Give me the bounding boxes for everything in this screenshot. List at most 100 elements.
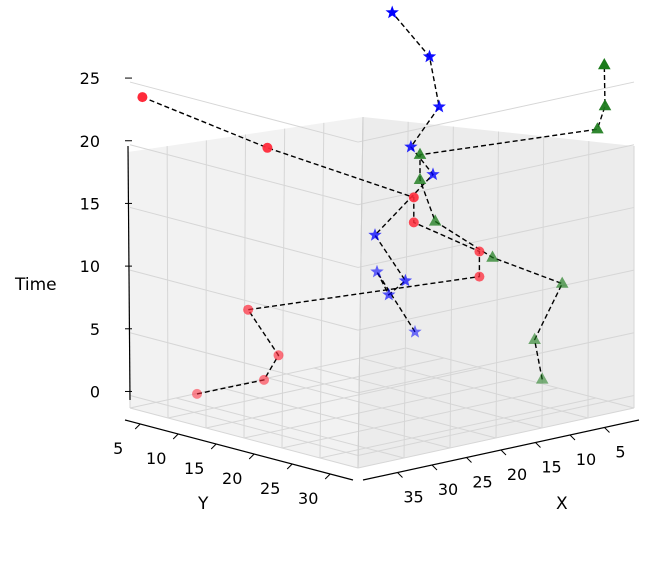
y-tick-label: 10 (146, 449, 166, 468)
star-marker (370, 264, 384, 278)
y-tick-label: 25 (260, 479, 280, 498)
y-tick-mark (134, 423, 141, 430)
y-tick-mark (210, 443, 217, 450)
triangle-marker (528, 332, 541, 344)
grid-line (129, 394, 359, 456)
triangle-marker (555, 276, 569, 288)
circle-marker (259, 374, 269, 385)
grid-line (449, 126, 454, 449)
grid-line (357, 144, 635, 206)
y-tick-label: 5 (113, 439, 123, 458)
chart-markers (137, 5, 612, 399)
circle-marker (408, 192, 419, 203)
grid-line (166, 146, 169, 419)
z-tick-label: 0 (90, 382, 100, 401)
trajectory-line (142, 96, 481, 395)
y-tick-mark (286, 463, 293, 470)
grid-line (129, 81, 359, 143)
circle-marker (262, 142, 273, 153)
left-wall-pane (128, 117, 363, 468)
circle-marker (192, 388, 202, 399)
x-tick-label: 25 (472, 473, 492, 492)
grid-line (129, 144, 359, 206)
pane-edge (357, 116, 364, 469)
x-tick-label: 5 (615, 443, 625, 462)
circle-marker (474, 246, 485, 257)
x-tick-mark (535, 442, 541, 448)
grid-line (129, 206, 359, 268)
star-marker (404, 139, 418, 153)
trajectory-line (419, 64, 606, 380)
grid-line (129, 269, 359, 331)
z-axis-label: Time (14, 275, 57, 295)
grid-line (357, 394, 635, 456)
star-marker (368, 228, 382, 241)
circle-marker (243, 304, 254, 315)
chart-grid (127, 81, 635, 469)
x-axis-label: X (556, 494, 568, 514)
grid-line (319, 122, 325, 459)
x-tick-mark (500, 449, 507, 456)
grid-line (357, 81, 635, 143)
y-tick-mark (324, 473, 331, 480)
x-tick-label: 30 (438, 480, 458, 499)
y-tick-label: 15 (184, 459, 204, 478)
triangle-marker (598, 58, 611, 70)
grid-line (357, 206, 635, 268)
grid-line (281, 128, 286, 449)
triangle-marker (413, 147, 427, 159)
z-axis-line (127, 145, 131, 401)
triangle-marker (535, 372, 549, 384)
triangle-marker (591, 122, 604, 134)
y-axis-line (124, 419, 354, 481)
grid-line (129, 332, 359, 394)
grid-line (357, 332, 635, 394)
circle-marker (137, 92, 148, 103)
x-tick-label: 35 (403, 488, 423, 507)
x-tick-mark (431, 464, 438, 471)
star-marker (382, 287, 396, 301)
z-tick-label: 5 (90, 320, 100, 339)
circle-marker (408, 217, 419, 228)
x-tick-mark (466, 457, 472, 463)
x-tick-label: 20 (507, 465, 527, 484)
y-tick-label: 20 (222, 469, 242, 488)
star-marker (422, 49, 437, 63)
trajectory-line (374, 12, 440, 333)
x-tick-mark (569, 434, 576, 441)
y-tick-mark (172, 433, 179, 440)
grid-line (359, 357, 589, 419)
star-marker (432, 99, 446, 113)
star-marker (398, 273, 413, 287)
z-tick-label: 20 (80, 132, 100, 151)
x-tick-label: 15 (541, 458, 561, 477)
z-tick-label: 15 (80, 194, 100, 213)
triangle-marker (428, 214, 442, 226)
y-axis-label: Y (197, 494, 209, 514)
star-marker (426, 167, 440, 181)
star-marker (385, 5, 399, 19)
chart-axes: 0 5 10 15 20 25 5 10 15 20 25 30 35 30 25 20 15 10 5 (80, 69, 640, 508)
chart-axis-labels: Time Y X (14, 275, 568, 514)
x-tick-mark (604, 427, 610, 433)
grid-line (405, 347, 635, 409)
triangle-marker (413, 172, 427, 184)
circle-marker (273, 350, 284, 361)
z-tick-label: 25 (80, 69, 100, 88)
triangle-marker (598, 99, 612, 111)
x-tick-mark (397, 472, 403, 478)
grid-line (357, 269, 635, 331)
chart-trajectories (142, 12, 606, 395)
grid-line (243, 134, 246, 439)
z-tick-label: 10 (80, 257, 100, 276)
triangle-marker (486, 250, 499, 262)
grid-line (495, 131, 499, 439)
y-tick-mark (248, 453, 255, 460)
star-marker (408, 324, 422, 338)
grid-line (403, 121, 409, 459)
x-tick-label: 10 (576, 450, 596, 469)
y-tick-label: 30 (298, 489, 318, 508)
circle-marker (474, 271, 485, 282)
